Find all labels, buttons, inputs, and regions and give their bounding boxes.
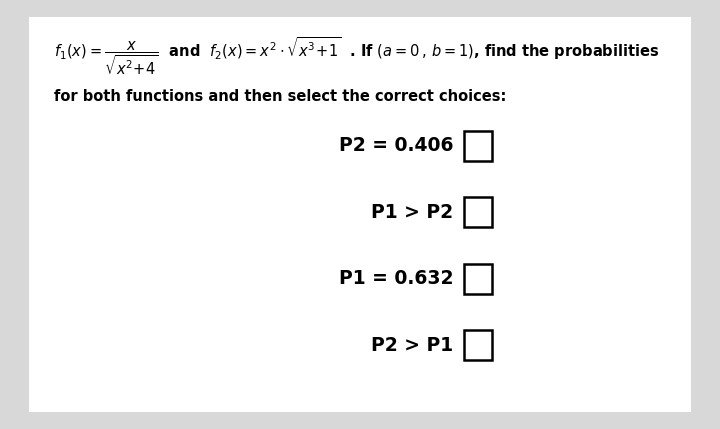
Bar	[464, 330, 492, 360]
Text: $f_1(x) = \dfrac{x}{\sqrt{x^2\!+\!4}}$  and  $f_2(x) = x^2 \cdot \sqrt{x^3\!+\!1: $f_1(x) = \dfrac{x}{\sqrt{x^2\!+\!4}}$ a…	[54, 35, 660, 76]
Text: for both functions and then select the correct choices:: for both functions and then select the c…	[54, 89, 506, 104]
Text: P1 > P2: P1 > P2	[372, 203, 454, 222]
Bar	[464, 131, 492, 161]
Text: P2 > P1: P2 > P1	[372, 336, 454, 355]
Text: P2 = 0.406: P2 = 0.406	[339, 136, 454, 155]
Text: P1 = 0.632: P1 = 0.632	[339, 269, 454, 288]
Bar	[464, 264, 492, 294]
FancyBboxPatch shape	[29, 17, 691, 412]
Bar	[464, 197, 492, 227]
